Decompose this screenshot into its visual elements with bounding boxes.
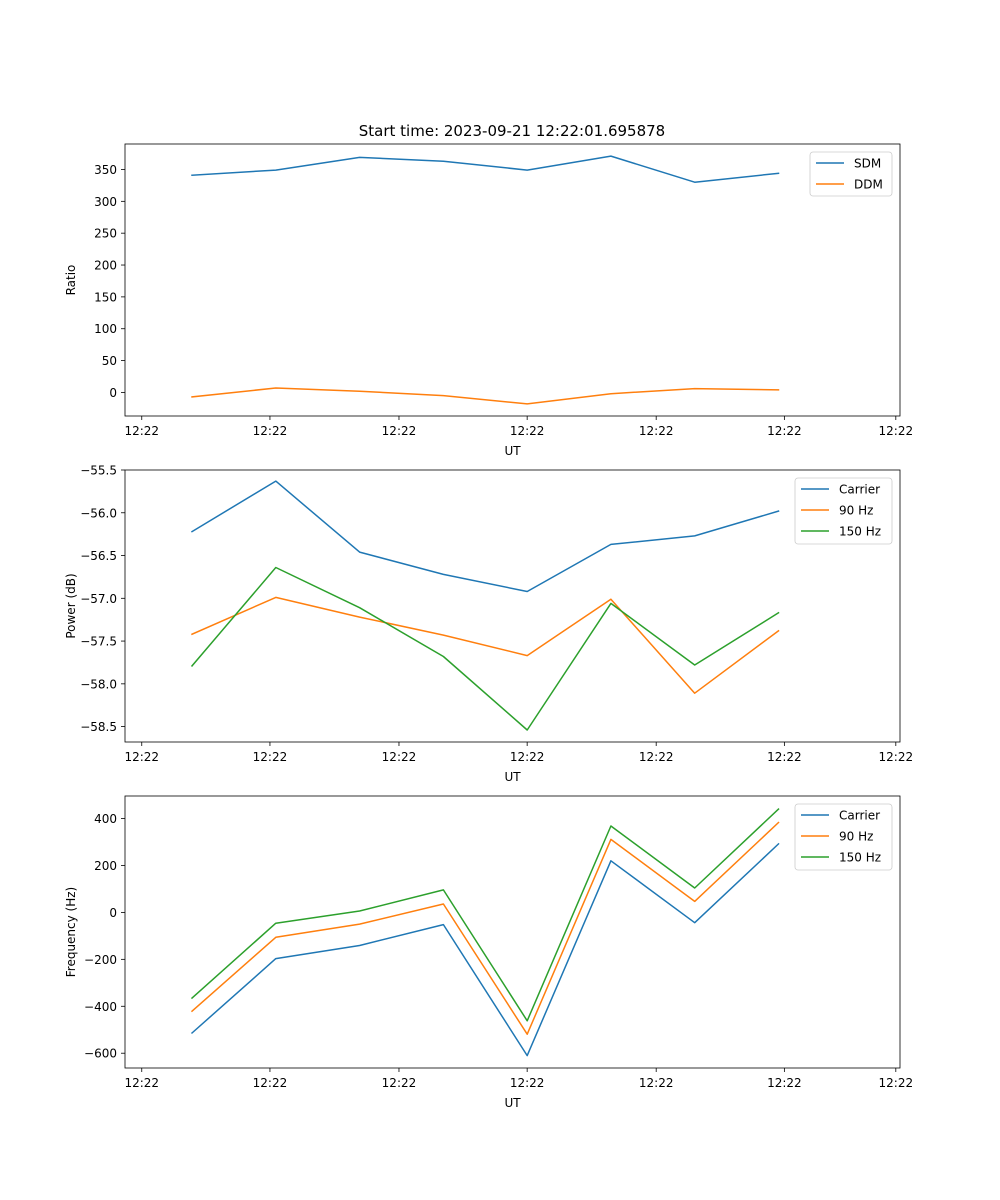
series-line-90-hz xyxy=(190,821,780,1035)
panel-1: 12:22 12:22 12:22 12:22 12:22 12:22 12:22 0 50 10… xyxy=(64,143,914,458)
y-tick-label: 150 xyxy=(94,290,117,304)
y-tick-label: −55.5 xyxy=(80,464,117,478)
x-tick-label: 12:22 xyxy=(510,1076,545,1090)
y-tick-label: 250 xyxy=(94,227,117,241)
y-tick-label: −57.0 xyxy=(80,592,117,606)
series-line-carrier xyxy=(190,842,780,1057)
y-tick-label: −57.5 xyxy=(80,635,117,649)
y-tick-label: −58.5 xyxy=(80,720,117,734)
legend-label: 90 Hz xyxy=(839,504,873,518)
y-tick-label: −56.0 xyxy=(80,506,117,520)
x-tick-label: 12:22 xyxy=(639,1076,674,1090)
y-tick-label: 200 xyxy=(94,859,117,873)
panel-3: 12:22 12:22 12:22 12:22 12:22 12:22 12:22 −600 −… xyxy=(64,795,914,1110)
x-tick-label: 12:22 xyxy=(767,750,802,764)
x-tick-label: 12:22 xyxy=(124,424,159,438)
x-tick-label: 12:22 xyxy=(879,750,914,764)
y-tick-label: 300 xyxy=(94,195,117,209)
legend: Carrier 90 Hz 150 Hz xyxy=(794,477,893,545)
series-line-ddm xyxy=(191,387,780,405)
panel-2: 12:22 12:22 12:22 12:22 12:22 12:22 12:22 −58.5… xyxy=(64,464,913,785)
y-tick-label: 100 xyxy=(94,322,117,336)
x-tick-label: 12:22 xyxy=(253,750,288,764)
legend-label: Carrier xyxy=(839,483,880,497)
x-tick-label: 12:22 xyxy=(382,1076,417,1090)
x-tick-label: 12:22 xyxy=(639,750,674,764)
y-tick-label: 0 xyxy=(109,386,117,400)
legend-box xyxy=(794,477,893,545)
panels: 12:22 12:22 12:22 12:22 12:22 12:22 12:22 0 50 10… xyxy=(64,143,914,1110)
x-tick-label: 12:22 xyxy=(767,1076,802,1090)
legend-label: Carrier xyxy=(839,809,880,823)
x-tick-label: 12:22 xyxy=(124,1076,159,1090)
y-tick-label: −600 xyxy=(84,1047,117,1061)
legend-label: 150 Hz xyxy=(839,851,881,865)
x-tick-label: 12:22 xyxy=(253,424,288,438)
x-tick-label: 12:22 xyxy=(639,424,674,438)
x-tick-label: 12:22 xyxy=(879,1076,914,1090)
x-tick-label: 12:22 xyxy=(382,424,417,438)
x-axis-label: UT xyxy=(504,1096,521,1110)
y-tick-label: 200 xyxy=(94,259,117,273)
legend: Carrier 90 Hz 150 Hz xyxy=(794,803,893,871)
legend-label: 90 Hz xyxy=(839,830,873,844)
legend-box xyxy=(794,803,893,871)
y-tick-label: −400 xyxy=(84,1000,117,1014)
x-tick-label: 12:22 xyxy=(510,424,545,438)
x-tick-label: 12:22 xyxy=(382,750,417,764)
y-axis-label: Power (dB) xyxy=(64,573,78,638)
y-tick-label: −58.0 xyxy=(80,677,117,691)
legend-label: 150 Hz xyxy=(839,525,881,539)
y-tick-label: 50 xyxy=(102,354,117,368)
x-axis-label: UT xyxy=(504,444,521,458)
x-tick-label: 12:22 xyxy=(879,424,914,438)
x-tick-label: 12:22 xyxy=(253,1076,288,1090)
x-tick-label: 12:22 xyxy=(510,750,545,764)
x-tick-label: 12:22 xyxy=(767,424,802,438)
y-tick-label: −200 xyxy=(84,953,117,967)
series-line-150-hz xyxy=(190,808,780,1022)
x-axis-label: UT xyxy=(504,770,521,784)
figure-title: Start time: 2023-09-21 12:22:01.695878 xyxy=(359,122,665,140)
axes-frame xyxy=(124,795,901,1069)
y-tick-label: −56.5 xyxy=(80,549,117,563)
x-tick-label: 12:22 xyxy=(124,750,159,764)
y-axis-label: Ratio xyxy=(64,265,78,296)
axes-frame xyxy=(124,143,901,417)
legend: SDM DDM xyxy=(809,151,893,197)
legend-label: DDM xyxy=(854,178,883,192)
y-tick-label: 400 xyxy=(94,812,117,826)
series-line-sdm xyxy=(191,155,780,183)
series-line-90-hz xyxy=(191,596,780,694)
y-tick-label: 350 xyxy=(94,163,117,177)
y-axis-label: Frequency (Hz) xyxy=(64,887,78,978)
legend-label: SDM xyxy=(854,157,881,171)
axes-frame xyxy=(124,469,901,743)
series-line-carrier xyxy=(190,480,780,593)
series-line-150-hz xyxy=(190,566,780,731)
y-tick-label: 0 xyxy=(109,906,117,920)
